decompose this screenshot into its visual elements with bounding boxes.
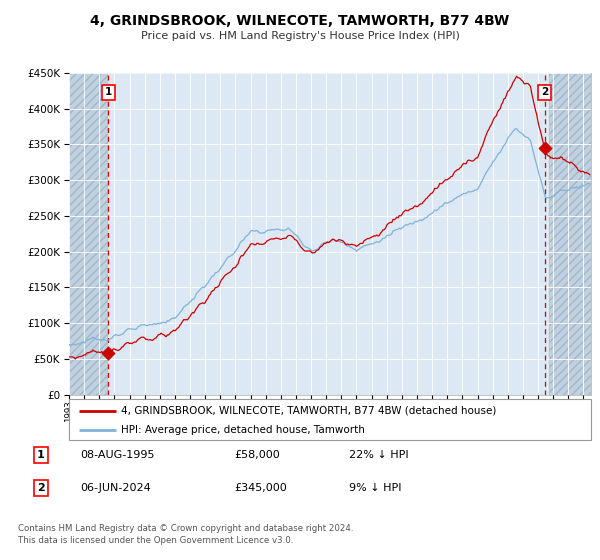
Bar	[550, 73, 591, 395]
Text: 06-JUN-2024: 06-JUN-2024	[80, 483, 151, 493]
Text: 4, GRINDSBROOK, WILNECOTE, TAMWORTH, B77 4BW (detached house): 4, GRINDSBROOK, WILNECOTE, TAMWORTH, B77…	[121, 405, 497, 416]
Text: £58,000: £58,000	[235, 450, 280, 460]
Point	[104, 349, 113, 358]
Text: £345,000: £345,000	[235, 483, 287, 493]
Text: 2: 2	[37, 483, 44, 493]
Bar	[69, 73, 107, 395]
Point	[540, 143, 550, 152]
Text: 22% ↓ HPI: 22% ↓ HPI	[349, 450, 408, 460]
Text: 08-AUG-1995: 08-AUG-1995	[80, 450, 155, 460]
Text: This data is licensed under the Open Government Licence v3.0.: This data is licensed under the Open Gov…	[18, 536, 293, 545]
Text: Contains HM Land Registry data © Crown copyright and database right 2024.: Contains HM Land Registry data © Crown c…	[18, 524, 353, 533]
Text: HPI: Average price, detached house, Tamworth: HPI: Average price, detached house, Tamw…	[121, 424, 365, 435]
Text: 4, GRINDSBROOK, WILNECOTE, TAMWORTH, B77 4BW: 4, GRINDSBROOK, WILNECOTE, TAMWORTH, B77…	[91, 14, 509, 28]
Text: 2: 2	[541, 87, 548, 97]
Text: 1: 1	[105, 87, 112, 97]
Text: Price paid vs. HM Land Registry's House Price Index (HPI): Price paid vs. HM Land Registry's House …	[140, 31, 460, 41]
Text: 1: 1	[37, 450, 44, 460]
FancyBboxPatch shape	[69, 399, 591, 440]
Text: 9% ↓ HPI: 9% ↓ HPI	[349, 483, 401, 493]
